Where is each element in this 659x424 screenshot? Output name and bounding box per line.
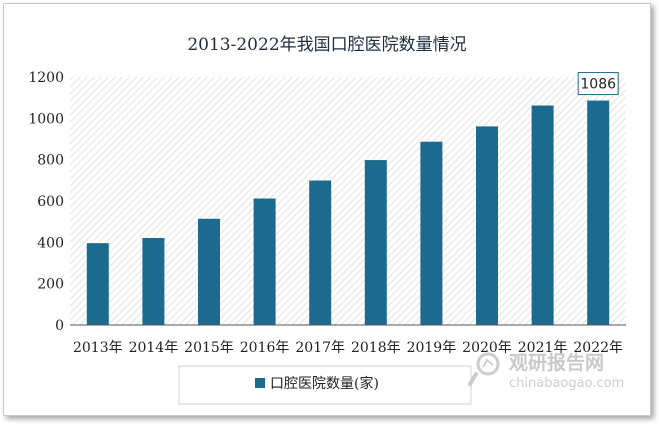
x-axis: 2013年 2014年 2015年 2016年 2017年 2018年 2019年 2020年…	[73, 340, 623, 356]
bar	[86, 243, 109, 325]
x-tick-label: 2013年	[73, 340, 123, 356]
bar	[142, 237, 165, 325]
y-tick-label: 0	[55, 318, 64, 334]
bar	[531, 105, 554, 326]
y-tick-label: 1200	[28, 70, 64, 86]
watermark: 观研报告网 chinabaogao.com	[468, 351, 624, 391]
bar	[198, 218, 220, 325]
legend-box	[178, 365, 472, 405]
x-tick-label: 2015年	[184, 340, 234, 356]
data-label-group: 1086	[577, 72, 619, 96]
x-tick-label: 2019年	[407, 340, 457, 356]
x-tick-label: 2020年	[462, 340, 512, 356]
chart-frame: 2013-2022年我国口腔医院数量情况 0 200 400 600 800 1000 12…	[3, 3, 651, 416]
legend-label: 口腔医院数量(家)	[270, 375, 379, 392]
bar	[253, 198, 276, 325]
x-tick-label: 2014年	[129, 340, 179, 356]
bar	[476, 126, 498, 325]
chinabaogao-logo-icon	[468, 352, 500, 386]
bar-series	[86, 100, 610, 326]
y-tick-label: 200	[37, 277, 64, 293]
bar-chart: 2013-2022年我国口腔医院数量情况 0 200 400 600 800 1000 12…	[28, 35, 626, 405]
x-tick-label: 2021年	[518, 340, 568, 356]
bar	[364, 160, 387, 325]
data-label: 1086	[580, 77, 616, 93]
y-tick-label: 1000	[28, 111, 64, 127]
data-label-box	[577, 72, 619, 96]
x-tick-label: 2018年	[351, 340, 401, 356]
y-tick-label: 600	[37, 194, 64, 210]
bar	[587, 100, 610, 325]
x-tick-label: 2016年	[240, 340, 290, 356]
y-tick-label: 400	[37, 235, 64, 251]
legend-swatch	[255, 378, 265, 388]
bar	[420, 141, 443, 325]
legend: 口腔医院数量(家)	[178, 365, 472, 405]
chart-title: 2013-2022年我国口腔医院数量情况	[187, 35, 466, 55]
y-tick-label: 800	[37, 153, 64, 169]
x-tick-label: 2022年	[573, 340, 623, 356]
watermark-text: 观研报告网	[509, 351, 604, 374]
bar	[309, 180, 332, 325]
y-axis: 0 200 400 600 800 1000 1200	[28, 70, 64, 334]
watermark-url: chinabaogao.com	[509, 376, 624, 391]
x-tick-label: 2017年	[295, 340, 345, 356]
